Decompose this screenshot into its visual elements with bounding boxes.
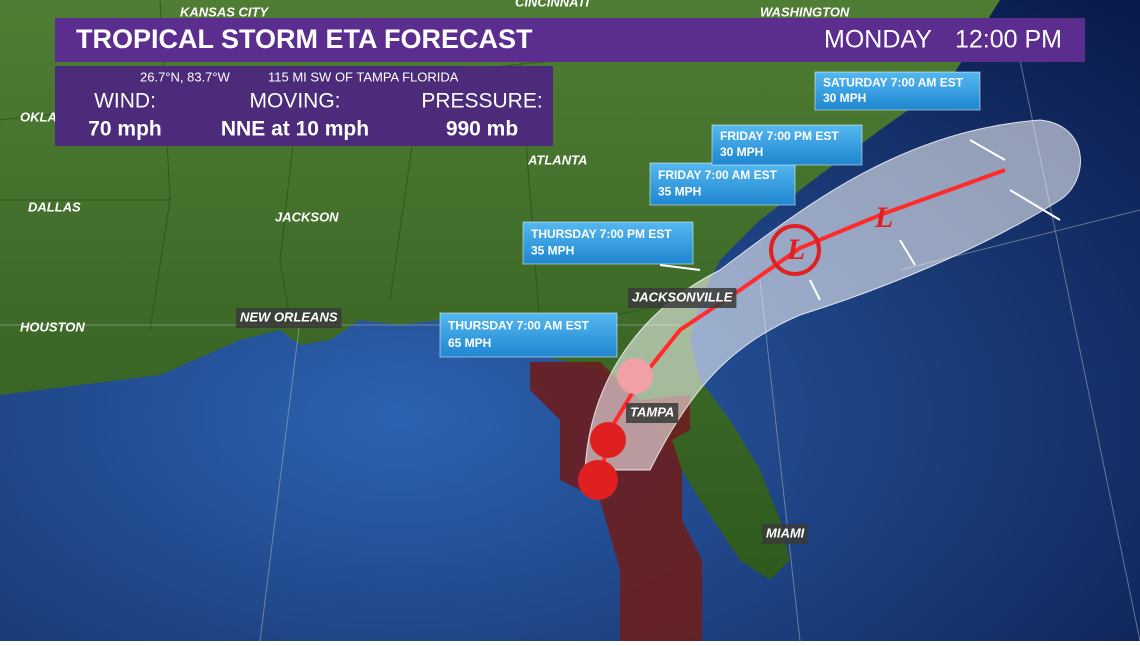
info-label: PRESSURE: [421,90,542,113]
city-label-bg [236,308,342,328]
low-symbol: L [786,233,805,266]
storm-track [598,168,1006,481]
forecast-time: THURSDAY 7:00 PM EST [531,227,672,241]
city-label: JACKSONVILLE [632,289,733,304]
city-label: KANSAS CITY [180,4,269,19]
forecast-time: SATURDAY 7:00 AM EST [823,76,964,90]
city-label-bg [762,524,809,544]
forecast-box [522,221,694,265]
city-label: JACKSON [275,209,339,224]
info-location: 115 MI SW OF TAMPA FLORIDA [268,69,459,84]
info-value: 70 mph [88,118,162,141]
forecast-time: FRIDAY 7:00 PM EST [720,129,839,143]
header-time: 12:00 PM [955,26,1062,54]
city-label: OKLA [20,109,57,124]
info-panel [55,66,553,146]
header-bar [55,18,1085,62]
forecast-time: THURSDAY 7:00 AM EST [448,318,590,332]
info-position: 26.7°N, 83.7°W [140,69,231,84]
forecast-box [814,71,981,111]
low-symbol: L [874,201,893,234]
city-label: HOUSTON [20,319,85,334]
forecast-wind: 30 MPH [823,91,866,105]
info-value: 990 mb [446,118,518,141]
hurricane-icons [578,224,821,500]
cone-ticks [659,139,1061,301]
city-label-bg [628,288,737,308]
forecast-wind: 65 MPH [448,336,491,350]
header-title: TROPICAL STORM ETA FORECAST [76,24,533,54]
forecast-wind: 35 MPH [658,185,701,199]
city-label-bg [626,403,679,423]
city-label: NEW ORLEANS [240,309,338,324]
forecast-box [711,124,863,166]
forecast-box [439,312,618,358]
forecast-time: FRIDAY 7:00 AM EST [658,168,778,182]
city-label: ATLANTA [527,152,587,167]
info-value: NNE at 10 mph [221,118,369,141]
info-label: MOVING: [249,90,340,113]
city-label: DALLAS [28,199,81,214]
city-label: TAMPA [630,404,674,419]
header-day: MONDAY [824,26,932,54]
forecast-wind: 35 MPH [531,244,574,258]
city-label: WASHINGTON [760,4,850,19]
city-label: MIAMI [766,525,805,540]
forecast-wind: 30 MPH [720,145,763,159]
info-label: WIND: [94,90,156,113]
city-label: CINCINNATI [515,0,590,9]
